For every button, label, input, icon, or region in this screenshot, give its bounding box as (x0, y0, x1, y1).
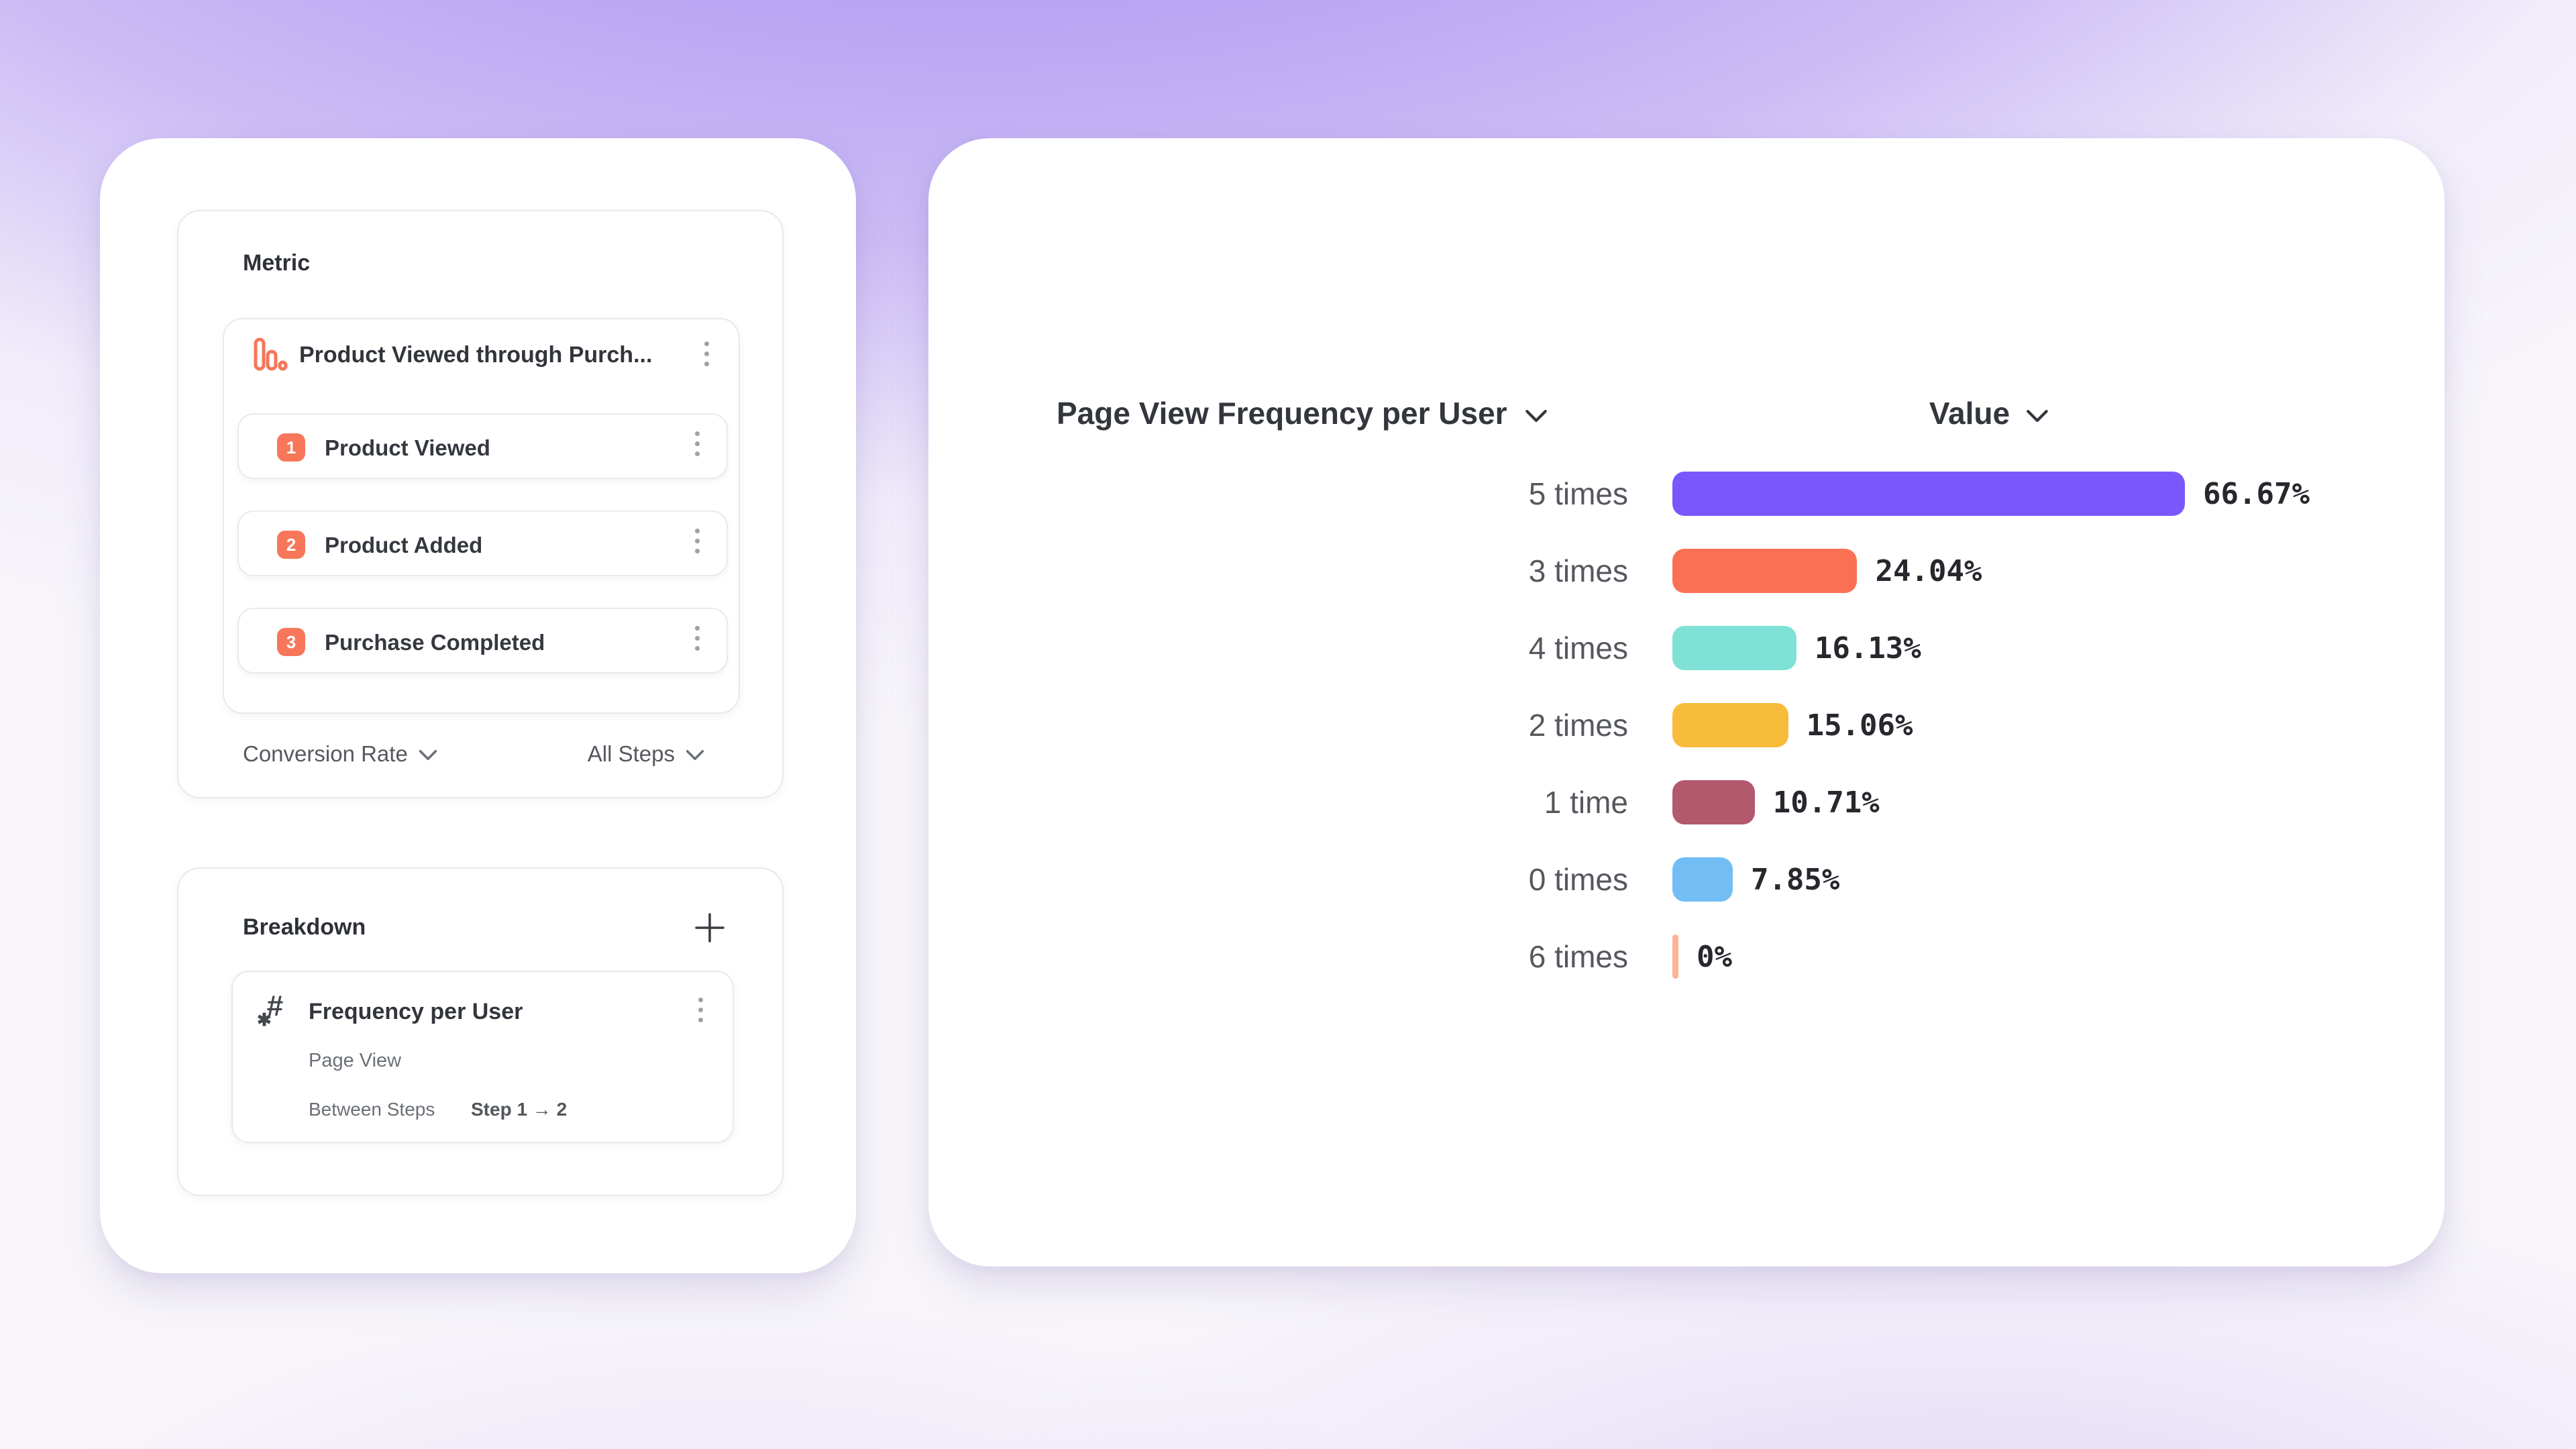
steps-scope-dropdown[interactable]: All Steps (588, 741, 704, 767)
plus-icon[interactable] (694, 912, 726, 944)
breakdown-scope-value[interactable]: Step 1 → 2 (471, 1099, 568, 1120)
funnel-metric-card: Product Viewed through Purch... 1 Produc… (223, 318, 740, 714)
bar-segment[interactable] (1672, 549, 1858, 593)
kebab-menu-icon[interactable] (698, 998, 703, 1022)
kebab-menu-icon[interactable] (704, 341, 709, 366)
chevron-down-icon (2027, 409, 2048, 422)
bar-segment[interactable] (1672, 780, 1755, 824)
chart-value-header-label: Value (1929, 396, 2010, 431)
bar-category-label: 3 times (1528, 553, 1628, 588)
breakdown-section-title: Breakdown (243, 914, 366, 940)
bar-category-label: 5 times (1528, 476, 1628, 511)
funnel-step-row[interactable]: 3 Purchase Completed (237, 608, 728, 674)
breakdown-item-property: Page View (309, 1050, 402, 1071)
funnel-step-row[interactable]: 1 Product Viewed (237, 413, 728, 479)
bar-segment[interactable] (1672, 626, 1796, 670)
metric-section-title: Metric (243, 250, 311, 276)
bar-category-label: 4 times (1528, 631, 1628, 665)
bar-chart-funnel-icon (254, 337, 288, 371)
step-label: Purchase Completed (325, 630, 545, 655)
query-builder-panel: Metric Product Viewed through Purch... 1… (100, 138, 856, 1273)
chevron-down-icon (419, 750, 437, 760)
bar-value-label: 24.04% (1875, 553, 1982, 588)
bar-value-label: 0% (1697, 939, 1732, 974)
bar-segment[interactable] (1672, 703, 1788, 747)
chart-row: 3 times 24.04% (928, 549, 2445, 593)
chart-row: 2 times 15.06% (928, 703, 2445, 747)
kebab-menu-icon[interactable] (695, 431, 700, 456)
step-number-badge: 1 (277, 433, 305, 462)
step-number-badge: 2 (277, 531, 305, 559)
chart-value-header-dropdown[interactable]: Value (1929, 395, 2049, 431)
bar-value-label: 10.71% (1772, 785, 1880, 820)
chart-panel: Page View Frequency per User Value 5 tim… (928, 138, 2445, 1267)
step-label: Product Viewed (325, 435, 490, 460)
bar-value-label: 66.67% (2203, 476, 2310, 511)
chart-rows: 5 times 66.67% 3 times 24.04% 4 times 16.13% 2… (928, 472, 2445, 1012)
chart-category-header-label: Page View Frequency per User (1057, 396, 1507, 431)
bar-category-label: 0 times (1528, 862, 1628, 897)
bar-segment[interactable] (1672, 857, 1733, 902)
bar-category-label: 2 times (1528, 708, 1628, 743)
funnel-metric-title: Product Viewed through Purch... (299, 342, 653, 368)
bar-value-label: 15.06% (1806, 708, 1913, 743)
bar-value-label: 16.13% (1814, 631, 1921, 665)
steps-scope-label: All Steps (587, 741, 675, 766)
chart-category-header-dropdown[interactable]: Page View Frequency per User (1057, 395, 1548, 431)
kebab-menu-icon[interactable] (695, 529, 700, 553)
measurement-dropdown[interactable]: Conversion Rate (243, 741, 437, 767)
funnel-step-row[interactable]: 2 Product Added (237, 511, 728, 576)
bar-segment[interactable] (1672, 934, 1678, 979)
step-label: Product Added (325, 533, 483, 557)
breakdown-item-card[interactable]: # ✱ Frequency per User Page View Between… (231, 971, 734, 1143)
measurement-label: Conversion Rate (243, 741, 408, 766)
kebab-menu-icon[interactable] (695, 626, 700, 651)
bar-category-label: 1 time (1544, 785, 1628, 820)
chart-row: 4 times 16.13% (928, 626, 2445, 670)
step-number-badge: 3 (277, 628, 305, 656)
numeric-hash-icon: # ✱ (257, 989, 283, 1030)
chevron-down-icon (1525, 409, 1547, 422)
chart-row: 1 time 10.71% (928, 780, 2445, 824)
chart-row: 0 times 7.85% (928, 857, 2445, 902)
chart-row: 6 times 0% (928, 934, 2445, 979)
bar-value-label: 7.85% (1750, 862, 1840, 897)
breakdown-item-title: Frequency per User (309, 999, 523, 1024)
bar-segment[interactable] (1672, 472, 2186, 516)
metric-section-card: Metric Product Viewed through Purch... 1… (177, 210, 784, 798)
breakdown-scope-label: Between Steps (309, 1099, 435, 1120)
funnel-title-row[interactable]: Product Viewed through Purch... (224, 319, 739, 413)
breakdown-section-card: Breakdown # ✱ Frequency per User Page Vi… (177, 867, 784, 1196)
chevron-down-icon (686, 750, 704, 760)
bar-category-label: 6 times (1528, 939, 1628, 974)
chart-row: 5 times 66.67% (928, 472, 2445, 516)
